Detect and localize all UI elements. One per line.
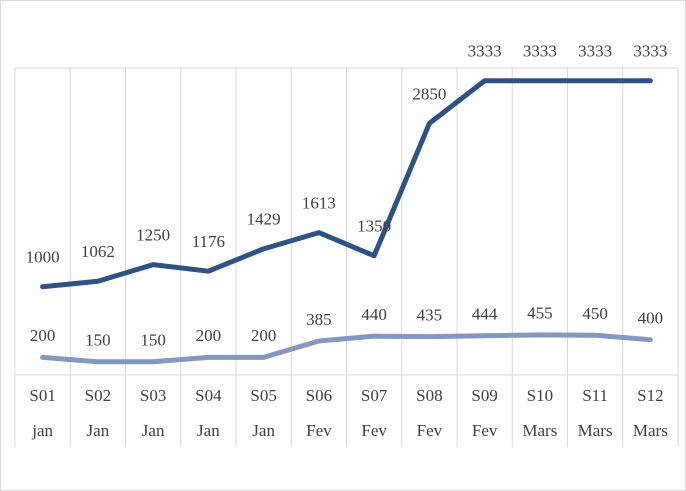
data-label: 200 — [30, 326, 56, 345]
x-tick-label: Mars — [522, 421, 557, 440]
series-line — [40, 78, 653, 290]
x-tick-label: Fev — [417, 421, 443, 440]
x-tick-label: S07 — [361, 386, 388, 405]
data-label: 1250 — [136, 226, 170, 245]
data-label: 200 — [251, 326, 277, 345]
x-tick-label: S11 — [582, 386, 608, 405]
x-tick-label: S08 — [416, 386, 442, 405]
x-tick-label: S05 — [250, 386, 276, 405]
x-tick-label: Jan — [197, 421, 220, 440]
x-tick-label: S01 — [29, 386, 55, 405]
x-tick-label: S02 — [85, 386, 111, 405]
data-label: 440 — [361, 305, 387, 324]
x-tick-label: Mars — [578, 421, 613, 440]
data-label: 1062 — [81, 242, 115, 261]
data-label: 444 — [472, 305, 498, 324]
x-tick-label: Jan — [252, 421, 275, 440]
data-label: 450 — [582, 304, 608, 323]
x-tick-label: S03 — [140, 386, 166, 405]
x-tick-label: Fev — [472, 421, 498, 440]
data-label: 3333 — [578, 42, 612, 61]
data-label: 3333 — [523, 42, 557, 61]
x-tick-label: Fev — [361, 421, 387, 440]
data-label: 1429 — [247, 210, 281, 229]
data-label: 2850 — [412, 84, 446, 103]
data-label: 3333 — [633, 42, 667, 61]
data-label: 200 — [196, 326, 222, 345]
data-label: 150 — [140, 331, 166, 350]
data-label: 400 — [638, 309, 664, 328]
x-tick-label: Jan — [142, 421, 165, 440]
data-label: 1613 — [302, 194, 336, 213]
data-label: 455 — [527, 304, 553, 323]
x-tick-label: S09 — [471, 386, 497, 405]
x-tick-label: S04 — [195, 386, 222, 405]
x-tick-label: Jan — [87, 421, 110, 440]
data-label: 1350 — [357, 217, 391, 236]
data-label: 1176 — [192, 232, 225, 251]
x-tick-label: S10 — [527, 386, 553, 405]
data-label: 435 — [417, 306, 443, 325]
x-tick-label: jan — [31, 421, 53, 440]
x-tick-label: Mars — [633, 421, 668, 440]
x-tick-label: Fev — [306, 421, 332, 440]
data-label: 385 — [306, 310, 332, 329]
data-label: 150 — [85, 331, 111, 350]
x-tick-label: S12 — [637, 386, 663, 405]
data-label: 3333 — [468, 42, 502, 61]
data-label: 1000 — [26, 248, 60, 267]
x-tick-label: S06 — [306, 386, 332, 405]
series-line — [40, 332, 653, 365]
